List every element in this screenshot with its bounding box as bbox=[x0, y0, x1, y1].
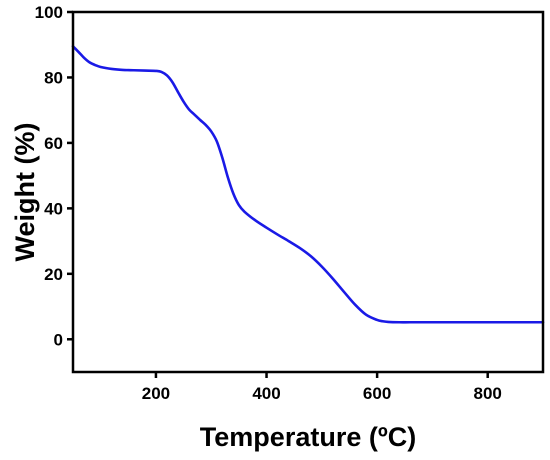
y-tick-label: 0 bbox=[54, 330, 63, 349]
x-axis-label: Temperature (ºC) bbox=[200, 422, 416, 452]
x-tick-label: 600 bbox=[363, 384, 391, 403]
y-axis-ticks: 0 20 40 60 80 100 bbox=[35, 3, 73, 349]
y-axis-label: Weight (%) bbox=[10, 123, 40, 262]
series-line-0 bbox=[71, 45, 545, 324]
y-tick-label: 80 bbox=[44, 68, 63, 87]
y-tick-label: 40 bbox=[44, 199, 63, 218]
x-tick-label: 800 bbox=[474, 384, 502, 403]
plot-frame bbox=[71, 10, 545, 374]
y-tick-label: 60 bbox=[44, 134, 63, 153]
y-tick-label: 100 bbox=[35, 3, 63, 22]
y-tick-label: 20 bbox=[44, 265, 63, 284]
x-tick-label: 400 bbox=[252, 384, 280, 403]
series-group bbox=[71, 45, 545, 324]
x-tick-label: 200 bbox=[142, 384, 170, 403]
x-axis-ticks: 200 400 600 800 bbox=[142, 372, 502, 403]
